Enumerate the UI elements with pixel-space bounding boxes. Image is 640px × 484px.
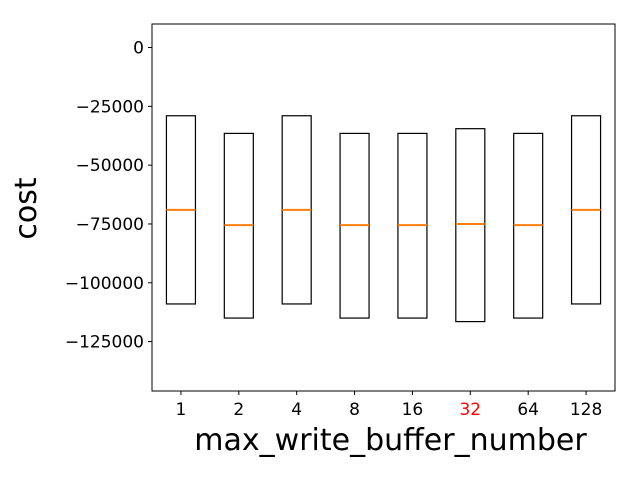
- y-tick-label: −125000: [65, 333, 144, 353]
- x-tick-label-highlighted: 32: [459, 400, 481, 420]
- y-axis-label: cost: [9, 177, 44, 239]
- x-tick-label: 128: [570, 400, 602, 420]
- x-tick-label: 2: [233, 400, 244, 420]
- x-axis-ticks: 1 2 4 8 16 32 64 128: [176, 391, 602, 420]
- y-tick-label: 0: [133, 39, 144, 59]
- y-tick-label: −75000: [76, 215, 144, 235]
- y-axis-ticks: 0 −25000 −50000 −75000 −100000 −125000: [65, 39, 152, 353]
- plot-frame: [151, 23, 616, 392]
- x-axis-label: max_write_buffer_number: [194, 423, 587, 458]
- x-tick-label: 1: [176, 400, 187, 420]
- box-32: [455, 128, 486, 323]
- x-tick-label: 4: [291, 400, 302, 420]
- boxes-layer: [165, 115, 602, 323]
- y-tick-label: −100000: [65, 274, 144, 294]
- x-tick-label: 64: [517, 400, 539, 420]
- x-tick-label: 8: [349, 400, 360, 420]
- y-tick-label: −25000: [76, 97, 144, 117]
- y-tick-label: −50000: [76, 156, 144, 176]
- x-tick-label: 16: [402, 400, 424, 420]
